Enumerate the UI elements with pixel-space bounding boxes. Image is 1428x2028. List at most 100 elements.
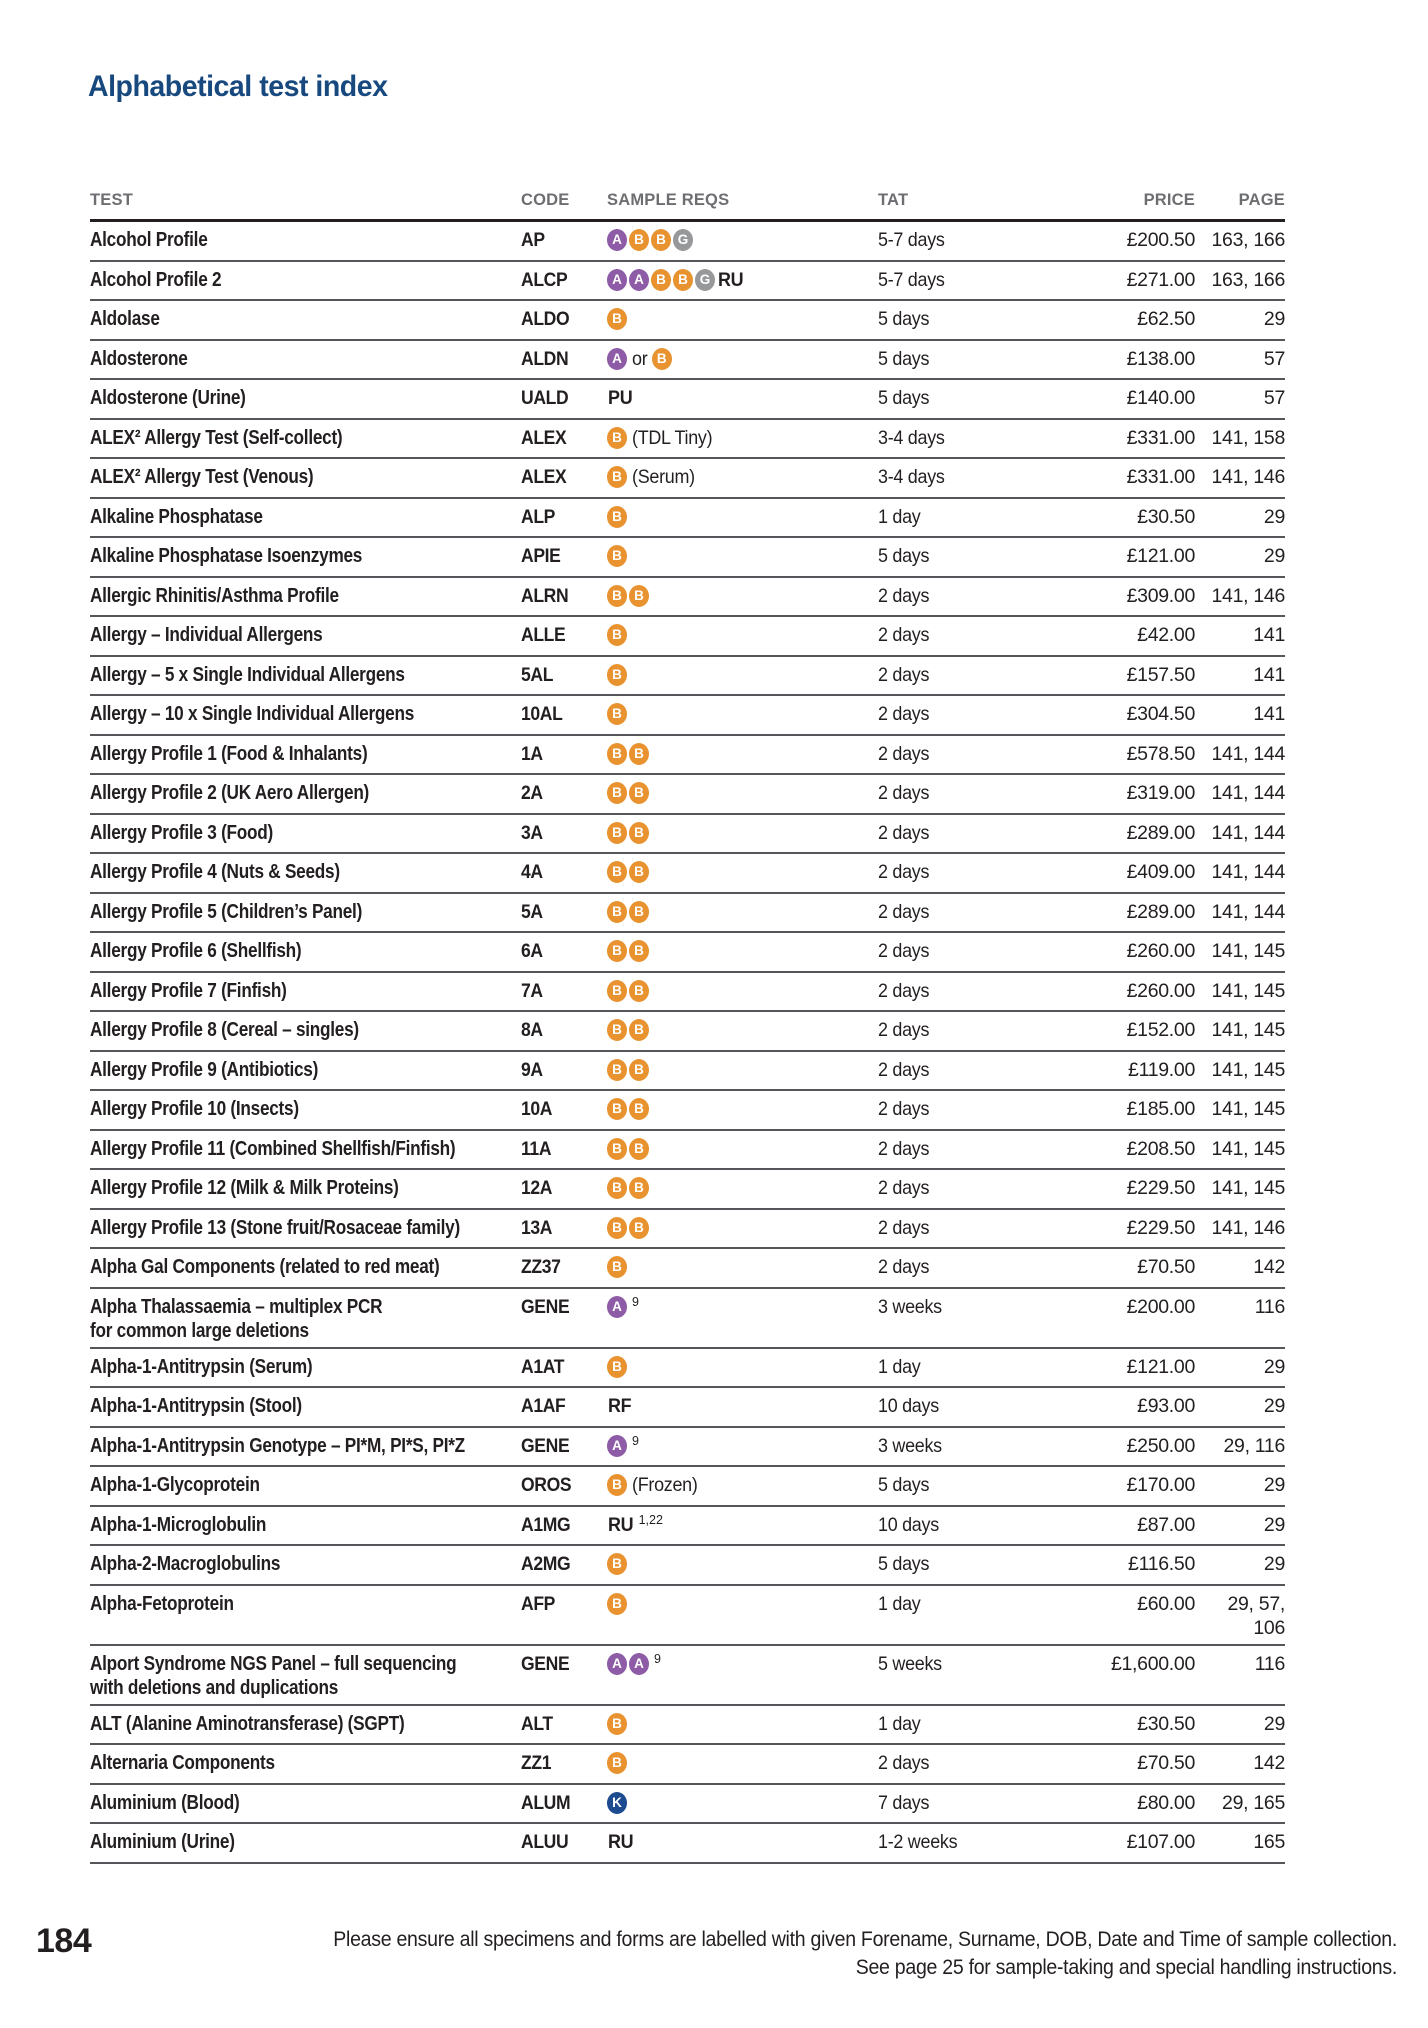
table-row: Allergy – Individual Allergens ALLE B 2 day…: [90, 617, 1285, 657]
sample-tube-badge-b-icon: B: [607, 861, 627, 883]
page-ref: 141, 145: [1211, 979, 1285, 1002]
test-name: ALEX² Allergy Test (Self-collect): [90, 426, 343, 449]
page-ref: 141, 146: [1211, 584, 1285, 607]
table-row: Aluminium (Urine) ALUU RU 1-2 weeks £107.00 1…: [90, 1824, 1285, 1864]
page-ref: 29: [1263, 1355, 1285, 1378]
page-ref: 141, 144: [1211, 742, 1285, 765]
sample-req-note: (Serum): [632, 466, 695, 488]
sample-req-footnote: 1,22: [638, 1512, 663, 1527]
tat-value: 2 days: [878, 979, 930, 1002]
table-row: Allergy Profile 5 (Children’s Panel) 5A B B…: [90, 894, 1285, 933]
column-header-test: TEST: [90, 191, 133, 209]
page-ref: 29: [1263, 1513, 1285, 1536]
tat-value: 3-4 days: [878, 426, 945, 449]
tat-value: 3-4 days: [878, 466, 945, 488]
sample-tube-badge-b-icon: B: [607, 624, 627, 646]
sample-tube-badge-b-icon: B: [651, 268, 671, 291]
price-value: £271.00: [1126, 268, 1196, 291]
table-row: Aldosterone (Urine) UALD PU 5 days £140.00 57: [90, 380, 1285, 420]
price-value: £289.00: [1126, 821, 1196, 844]
column-header-tat: TAT: [878, 191, 909, 209]
page-ref: 29, 165: [1222, 1791, 1285, 1814]
test-code: 4A: [521, 861, 543, 883]
sample-tube-badge-b-icon: B: [629, 1177, 649, 1199]
page-ref: 29: [1263, 1474, 1285, 1496]
price-value: £152.00: [1126, 1019, 1196, 1041]
test-name: Aluminium (Urine): [90, 1831, 235, 1853]
test-code: ALLE: [521, 624, 566, 646]
table-row: Alpha-1-Antitrypsin (Serum) A1AT B 1 day £12…: [90, 1349, 1285, 1388]
price-value: £170.00: [1126, 1474, 1196, 1496]
sample-tube-badge-b-icon: B: [607, 782, 627, 804]
tat-value: 2 days: [878, 1177, 930, 1199]
table-row: Allergic Rhinitis/Asthma Profile ALRN B B 2 …: [90, 578, 1285, 617]
table-row: Allergy Profile 4 (Nuts & Seeds) 4A B B 2 da…: [90, 854, 1285, 894]
test-code: AP: [521, 229, 545, 251]
table-row: Allergy Profile 12 (Milk & Milk Proteins…: [90, 1170, 1285, 1210]
test-name: Aldolase: [90, 308, 160, 330]
price-value: £121.00: [1126, 545, 1196, 567]
price-value: £260.00: [1126, 940, 1196, 962]
sample-tube-badge-g-icon: G: [695, 268, 715, 291]
test-name: Alpha Gal Components (related to red mea…: [90, 1256, 440, 1278]
table-row: Allergy Profile 9 (Antibiotics) 9A B B 2 day…: [90, 1052, 1285, 1091]
test-code: 5A: [521, 900, 543, 923]
price-value: £80.00: [1137, 1791, 1195, 1814]
test-code: 2A: [521, 782, 543, 804]
test-name: Aldosterone (Urine): [90, 387, 246, 409]
page-ref: 141: [1253, 663, 1285, 686]
table-row: Aldolase ALDO B 5 days £62.50 29: [90, 301, 1285, 341]
test-name: Alpha-1-Microglobulin: [90, 1513, 267, 1536]
price-value: £70.50: [1137, 1752, 1195, 1774]
sample-tube-badge-a-icon: A: [629, 1652, 649, 1675]
sample-req-code: RU: [718, 268, 744, 291]
page-ref: 29: [1263, 1395, 1285, 1417]
tat-value: 2 days: [878, 742, 930, 765]
sample-tube-badge-b-icon: B: [607, 979, 627, 1002]
table-row: Alpha-1-Microglobulin A1MG RU 1,22 10 days £8…: [90, 1507, 1285, 1546]
tat-value: 2 days: [878, 861, 930, 883]
sample-tube-badge-b-icon: B: [607, 703, 627, 725]
sample-reqs: B: [607, 702, 878, 730]
page-ref: 141, 158: [1211, 426, 1285, 449]
test-name: Allergy Profile 12 (Milk & Milk Proteins…: [90, 1177, 399, 1199]
sample-tube-badge-b-icon: B: [629, 940, 649, 962]
sample-req-footnote: 9: [654, 1651, 661, 1666]
sample-tube-badge-a-icon: A: [607, 268, 627, 291]
page-ref: 142: [1253, 1752, 1285, 1774]
test-name: Alpha Thalassaemia – multiplex PCR for c…: [90, 1295, 383, 1342]
table-row: Alcohol Profile AP A B B G 5-7 days £200.50 163,…: [90, 222, 1285, 262]
sample-req-footnote: 9: [632, 1294, 639, 1309]
sample-reqs: A A B B G RU: [607, 268, 878, 296]
price-value: £578.50: [1126, 742, 1196, 765]
table-row: Allergy Profile 1 (Food & Inhalants) 1A B B…: [90, 736, 1285, 775]
table-row: Allergy Profile 3 (Food) 3A B B 2 days £289.0…: [90, 815, 1285, 854]
page-ref: 165: [1253, 1831, 1285, 1853]
tat-value: 5 days: [878, 347, 930, 370]
price-value: £409.00: [1126, 861, 1196, 883]
tat-value: 7 days: [878, 1791, 930, 1814]
test-name: Allergy Profile 2 (UK Aero Allergen): [90, 782, 370, 804]
test-code: 5AL: [521, 663, 554, 686]
column-header-sample-reqs: SAMPLE REQS: [607, 191, 730, 209]
sample-tube-badge-b-icon: B: [607, 308, 627, 330]
price-value: £60.00: [1137, 1592, 1195, 1615]
tat-value: 2 days: [878, 703, 930, 725]
test-name: Alpha-1-Antitrypsin (Stool): [90, 1395, 302, 1417]
test-name: Alkaline Phosphatase Isoenzymes: [90, 545, 363, 567]
price-value: £331.00: [1126, 466, 1196, 488]
test-name: ALT (Alanine Aminotransferase) (SGPT): [90, 1712, 405, 1735]
test-code: GENE: [521, 1434, 570, 1457]
tat-value: 2 days: [878, 663, 930, 686]
sample-reqs: B: [607, 1592, 878, 1640]
tat-value: 2 days: [878, 900, 930, 923]
tat-value: 1 day: [878, 1355, 921, 1378]
table-row: Allergy – 5 x Single Individual Allergen…: [90, 657, 1285, 696]
